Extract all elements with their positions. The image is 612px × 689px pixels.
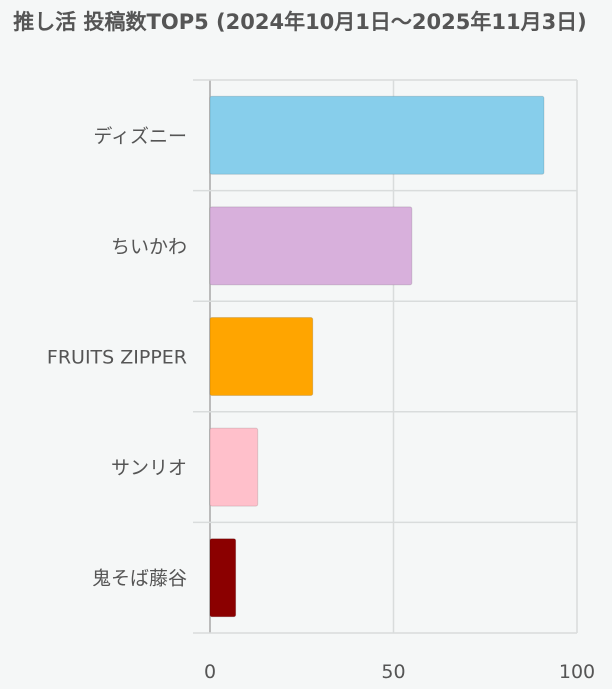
category-label: サンリオ [111,457,187,479]
category-label: 鬼そば藤谷 [92,568,187,590]
category-label: ちいかわ [111,236,187,258]
bar [209,317,314,396]
chart-title: 推し活 投稿数TOP5 (2024年10月1日〜2025年11月3日) [13,10,587,34]
x-tick-label: 0 [204,661,216,683]
bar [209,538,237,618]
x-tick-label: 50 [381,661,405,683]
bars [209,95,545,618]
x-tick-labels: 0 50 100 [204,661,595,683]
category-label: FRUITS ZIPPER [47,347,187,369]
bar [209,95,545,175]
bar [209,206,413,286]
category-label: ディズニー [93,125,187,147]
bar [209,427,259,507]
x-tick-label: 100 [559,661,595,683]
